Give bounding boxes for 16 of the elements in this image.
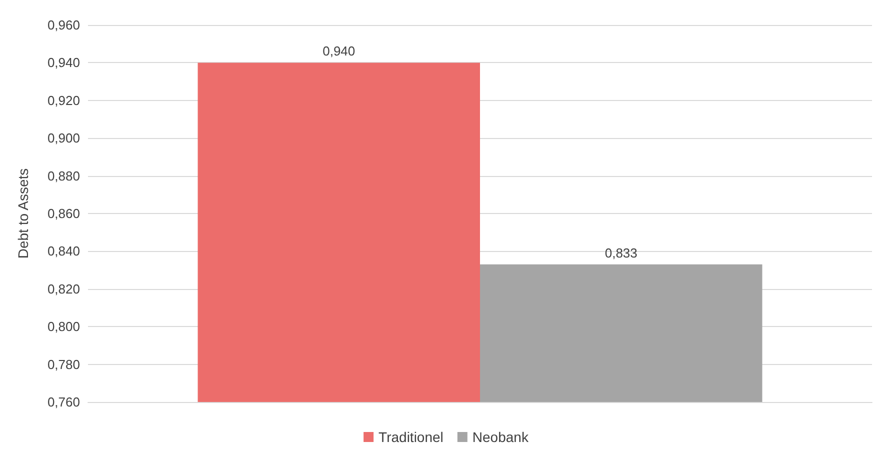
y-tick-label: 0,780	[47, 356, 80, 372]
y-tick-label: 0,960	[47, 18, 80, 32]
y-tick-label: 0,820	[47, 281, 80, 296]
y-tick-label: 0,900	[47, 130, 80, 146]
y-tick-label: 0,800	[47, 319, 80, 334]
legend-label: Neobank	[472, 429, 530, 445]
data-label: 0,940	[322, 44, 356, 59]
data-label: 0,833	[604, 245, 638, 260]
y-axis-title: Debt to Assets	[15, 168, 31, 259]
y-tick-label: 0,860	[47, 206, 80, 221]
y-tick-label: 0,940	[47, 55, 80, 70]
y-tick-label: 0,920	[47, 92, 80, 108]
y-tick-label: 0,880	[47, 168, 80, 184]
y-tick-label: 0,760	[47, 394, 80, 410]
y-tick-label: 0,840	[47, 244, 80, 259]
legend-label: Traditionel	[378, 429, 444, 445]
